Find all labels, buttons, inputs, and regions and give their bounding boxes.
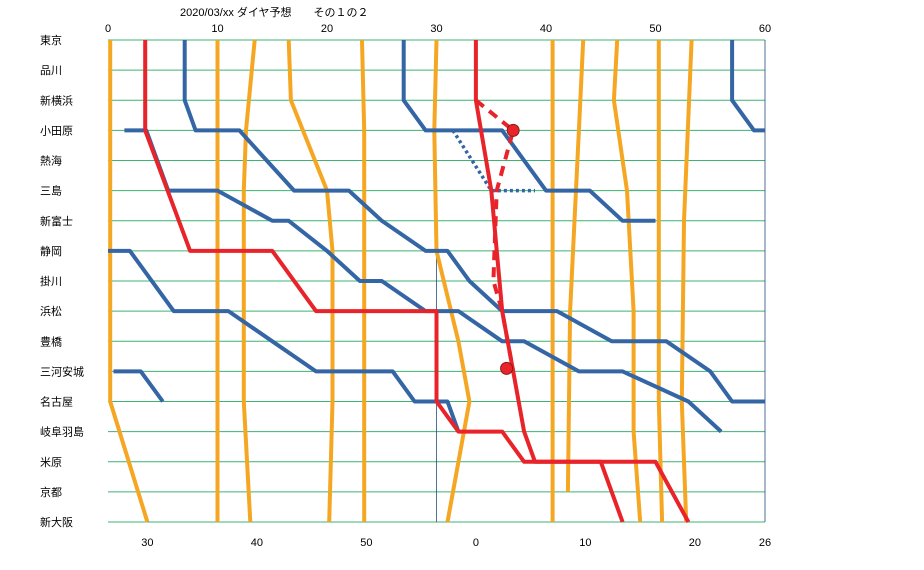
axis-labels: 東京品川新横浜小田原熱海三島新富士静岡掛川浜松豊橋三河安城名古屋岐阜羽島米原京都… <box>40 23 771 549</box>
station-label: 米原 <box>40 456 62 469</box>
train-line-blue <box>108 248 461 433</box>
x-top-tick-label: 0 <box>105 23 111 35</box>
x-bottom-tick-label: 26 <box>759 537 771 549</box>
station-label: 新横浜 <box>40 93 73 107</box>
station-label: 新富士 <box>40 214 73 228</box>
train-lines <box>108 39 765 523</box>
station-label: 静岡 <box>40 244 62 258</box>
train-line-blue <box>182 40 765 404</box>
markers <box>500 123 520 375</box>
station-label: 豊橋 <box>40 334 62 348</box>
train-line-orange <box>286 39 335 523</box>
station-label: 浜松 <box>40 304 62 318</box>
x-top-tick-label: 40 <box>540 23 552 35</box>
station-label: 岐阜羽島 <box>40 425 84 439</box>
train-line-orange <box>656 40 665 523</box>
train-line-blue <box>124 128 723 434</box>
train-line-orange <box>565 39 586 492</box>
station-label: 三島 <box>40 184 62 198</box>
red-marker <box>500 361 514 375</box>
train-line-orange <box>679 39 694 523</box>
x-top-tick-label: 10 <box>211 23 223 35</box>
train-line-orange <box>611 39 643 523</box>
train-line-red <box>473 40 625 523</box>
red-marker <box>506 123 520 137</box>
train-line-blue <box>113 369 165 403</box>
train-line-blue <box>730 40 765 133</box>
station-label: 新大阪 <box>40 515 73 529</box>
chart-title: 2020/03/xx ダイヤ予想 その１の２ <box>180 5 369 19</box>
train-line-red-dashed <box>474 98 516 372</box>
train-line-orange <box>241 39 257 523</box>
train-line-red <box>143 40 691 523</box>
x-bottom-tick-label: 20 <box>689 537 701 549</box>
train-line-orange <box>360 39 367 522</box>
x-top-tick-label: 30 <box>430 23 442 35</box>
station-label: 名古屋 <box>40 395 73 409</box>
train-line-blue <box>401 40 656 223</box>
station-label: 品川 <box>40 64 62 77</box>
station-label: 掛川 <box>40 274 62 288</box>
station-label: 熱海 <box>40 154 62 168</box>
train-line-orange <box>108 40 150 523</box>
station-label: 京都 <box>40 485 62 499</box>
station-label: 三河安城 <box>40 364 84 378</box>
x-bottom-tick-label: 30 <box>141 537 153 549</box>
x-bottom-tick-label: 40 <box>251 537 263 549</box>
x-top-tick-label: 20 <box>321 23 333 35</box>
x-bottom-tick-label: 50 <box>360 537 372 549</box>
station-label: 東京 <box>40 33 62 47</box>
x-bottom-tick-label: 10 <box>579 537 591 549</box>
train-line-orange <box>432 39 472 523</box>
x-bottom-tick-label: 0 <box>473 537 479 549</box>
x-top-tick-label: 50 <box>649 23 661 35</box>
station-label: 小田原 <box>40 124 73 137</box>
x-top-tick-label: 60 <box>759 23 771 35</box>
